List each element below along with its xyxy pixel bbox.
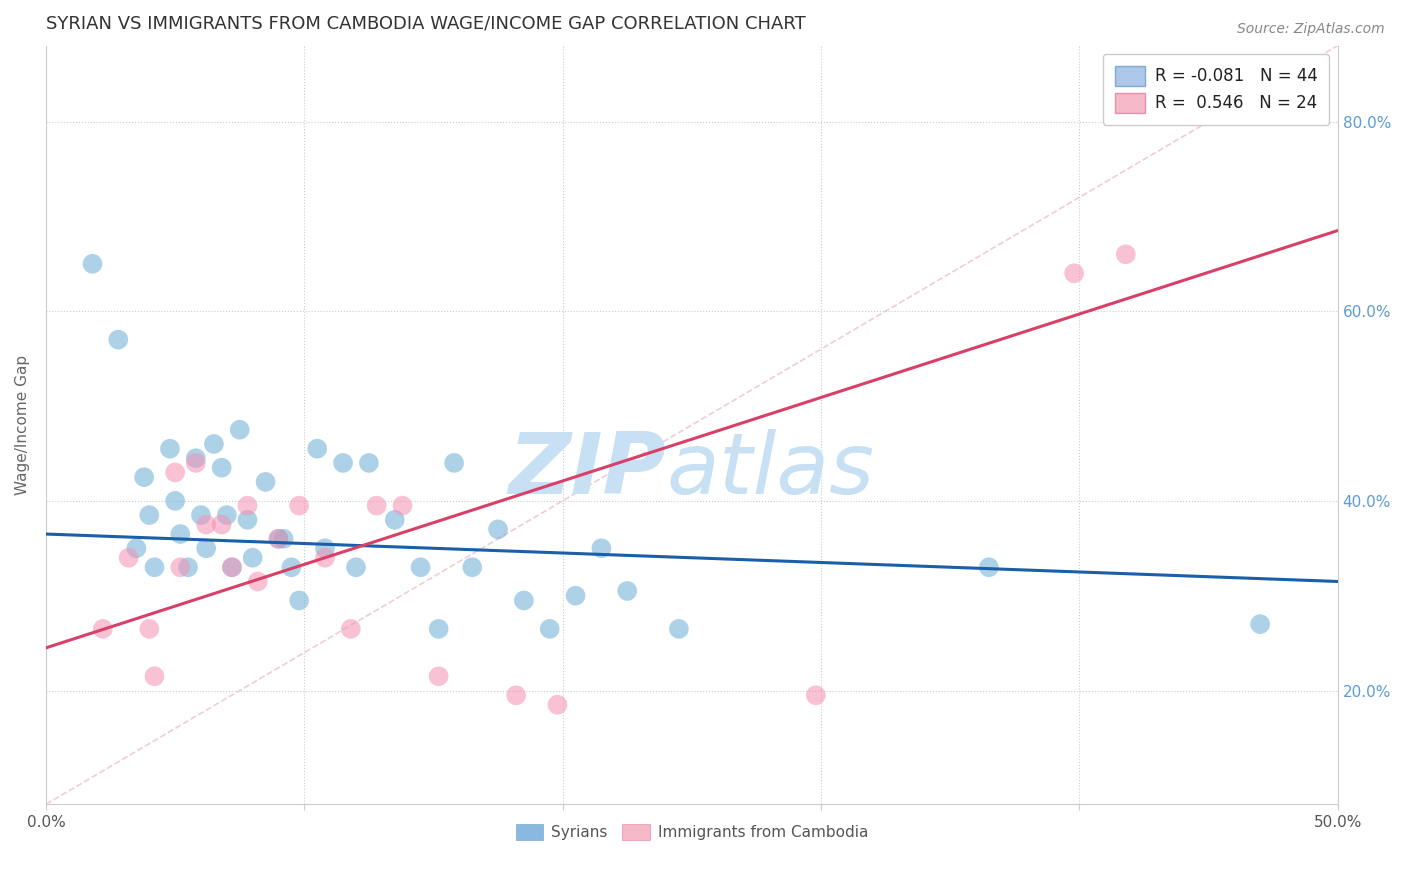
Point [215, 508, 238, 522]
Point [169, 560, 191, 574]
Point [236, 513, 259, 527]
Point [221, 560, 243, 574]
Point [184, 456, 207, 470]
Point [221, 560, 243, 574]
Point [1249, 617, 1271, 632]
Point [616, 583, 638, 598]
Point [202, 437, 225, 451]
Point [254, 475, 277, 489]
Point [246, 574, 269, 589]
Point [391, 499, 413, 513]
Point [242, 550, 264, 565]
Point [190, 508, 212, 522]
Point [91, 622, 114, 636]
Text: atlas: atlas [666, 429, 875, 512]
Point [280, 560, 302, 574]
Point [236, 499, 259, 513]
Point [332, 456, 354, 470]
Legend: Syrians, Immigrants from Cambodia: Syrians, Immigrants from Cambodia [509, 818, 875, 846]
Point [288, 499, 311, 513]
Point [228, 423, 250, 437]
Point [143, 669, 166, 683]
Point [977, 560, 1000, 574]
Text: SYRIAN VS IMMIGRANTS FROM CAMBODIA WAGE/INCOME GAP CORRELATION CHART: SYRIAN VS IMMIGRANTS FROM CAMBODIA WAGE/… [46, 15, 806, 33]
Text: Source: ZipAtlas.com: Source: ZipAtlas.com [1237, 22, 1385, 37]
Point [211, 517, 233, 532]
Point [1063, 266, 1085, 280]
Point [267, 532, 290, 546]
Point [138, 508, 160, 522]
Point [134, 470, 156, 484]
Point [273, 532, 295, 546]
Point [211, 460, 233, 475]
Point [427, 622, 450, 636]
Point [591, 541, 613, 556]
Point [107, 333, 129, 347]
Point [307, 442, 329, 456]
Point [169, 527, 191, 541]
Point [366, 499, 388, 513]
Point [125, 541, 148, 556]
Point [117, 550, 139, 565]
Point [267, 532, 290, 546]
Point [505, 688, 527, 702]
Point [159, 442, 181, 456]
Point [82, 257, 104, 271]
Point [314, 541, 336, 556]
Point [344, 560, 367, 574]
Point [195, 517, 218, 532]
Point [427, 669, 450, 683]
Point [138, 622, 160, 636]
Point [314, 550, 336, 565]
Text: ZIP: ZIP [509, 429, 666, 512]
Point [177, 560, 200, 574]
Point [564, 589, 586, 603]
Point [288, 593, 311, 607]
Point [461, 560, 484, 574]
Point [357, 456, 380, 470]
Y-axis label: Wage/Income Gap: Wage/Income Gap [15, 355, 30, 495]
Point [340, 622, 363, 636]
Point [486, 522, 509, 536]
Point [409, 560, 432, 574]
Point [195, 541, 218, 556]
Point [165, 466, 187, 480]
Point [513, 593, 536, 607]
Point [804, 688, 827, 702]
Point [165, 493, 187, 508]
Point [1115, 247, 1137, 261]
Point [538, 622, 561, 636]
Point [668, 622, 690, 636]
Point [184, 451, 207, 466]
Point [143, 560, 166, 574]
Point [443, 456, 465, 470]
Point [546, 698, 568, 712]
Point [384, 513, 406, 527]
